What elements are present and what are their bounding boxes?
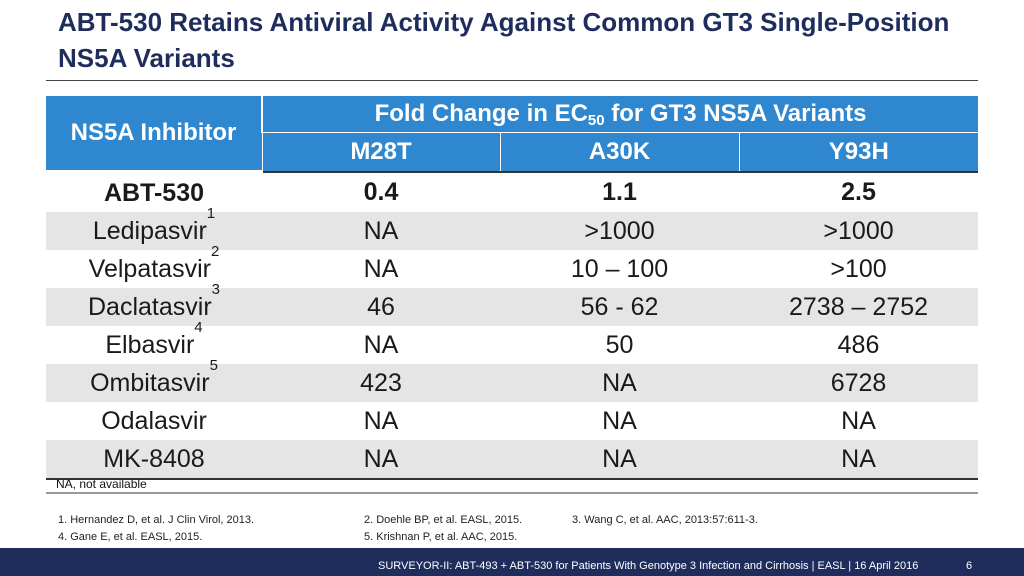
inhibitor-name: Odalasvir — [101, 406, 207, 435]
reference-4: 4. Gane E, et al. EASL, 2015. — [58, 531, 203, 543]
table-row: Odalasvir NA NA NA — [46, 402, 978, 440]
cell-a30k: 1.1 — [602, 178, 637, 206]
footer-text: SURVEYOR-II: ABT-493 + ABT-530 for Patie… — [378, 560, 919, 572]
fold-change-group-header: Fold Change in EC50 for GT3 NS5A Variant… — [260, 96, 979, 133]
variants-table: NS5A Inhibitor Fold Change in EC50 for G… — [46, 96, 979, 480]
cell-y93h: >1000 — [739, 212, 979, 250]
cell-y93h: 2738 – 2752 — [739, 288, 979, 326]
cell-y93h: 2.5 — [841, 178, 876, 206]
inhibitor-name: Ombitasvir5 — [46, 358, 262, 402]
cell-a30k: 10 – 100 — [570, 254, 669, 283]
inhibitor-column-header: NS5A Inhibitor — [46, 96, 262, 174]
footnote-divider — [46, 492, 978, 494]
cell-m28t: NA — [262, 440, 500, 480]
inhibitor-name: Ledipasvir1 — [46, 206, 262, 250]
table-row: Ledipasvir1 NA >1000 >1000 — [46, 206, 979, 250]
inhibitor-name: Daclatasvir3 — [46, 282, 262, 326]
cell-a30k: NA — [602, 406, 637, 435]
fold-change-header-prefix: Fold Change in EC — [374, 100, 588, 127]
cell-m28t: NA — [363, 406, 399, 435]
na-footnote: NA, not available — [56, 477, 147, 491]
cell-y93h: >100 — [830, 254, 887, 283]
column-header-y93h: Y93H — [738, 132, 979, 173]
cell-m28t: 423 — [262, 364, 500, 402]
table-row: Daclatasvir3 46 56 - 62 2738 – 2752 — [46, 282, 979, 326]
cell-m28t: NA — [363, 254, 399, 283]
cell-y93h: 6728 — [739, 364, 979, 402]
cell-a30k: NA — [500, 364, 739, 402]
reference-5: 5. Krishnan P, et al. AAC, 2015. — [364, 531, 518, 543]
inhibitor-name: MK-8408 — [46, 440, 262, 480]
slide-title: ABT-530 Retains Antiviral Activity Again… — [58, 7, 950, 73]
table-row: ABT-530 0.4 1.1 2.5 — [46, 172, 978, 212]
cell-m28t: 0.4 — [363, 178, 399, 206]
fold-change-header-suffix: for GT3 NS5A Variants — [604, 100, 867, 127]
footer-bar — [0, 548, 1024, 576]
table-row: Elbasvir4 NA 50 486 — [46, 318, 978, 364]
table-row: MK-8408 NA NA NA — [46, 440, 979, 480]
inhibitor-name: Velpatasvir2 — [88, 242, 220, 283]
title-divider — [46, 80, 978, 81]
reference-2: 2. Doehle BP, et al. EASL, 2015. — [364, 514, 523, 526]
table-row: Velpatasvir2 NA 10 – 100 >100 — [46, 242, 978, 288]
reference-3: 3. Wang C, et al. AAC, 2013:57:611-3. — [572, 514, 758, 526]
inhibitor-name: Elbasvir4 — [105, 318, 203, 359]
cell-y93h: 486 — [837, 330, 880, 359]
column-header-a30k: A30K — [499, 132, 739, 173]
cell-a30k: >1000 — [500, 212, 739, 250]
cell-m28t: NA — [363, 330, 399, 359]
ec50-subscript: 50 — [587, 112, 605, 129]
cell-a30k: 50 — [605, 330, 634, 359]
column-header-m28t: M28T — [261, 132, 500, 173]
cell-y93h: NA — [739, 440, 979, 480]
table-row: Ombitasvir5 423 NA 6728 — [46, 358, 979, 402]
cell-a30k: 56 - 62 — [500, 288, 739, 326]
cell-m28t: NA — [262, 212, 500, 250]
reference-1: 1. Hernandez D, et al. J Clin Virol, 201… — [58, 514, 255, 526]
cell-m28t: 46 — [262, 288, 500, 326]
inhibitor-name: ABT-530 — [103, 178, 205, 207]
page-number: 6 — [966, 560, 973, 572]
cell-a30k: NA — [500, 440, 739, 480]
cell-y93h: NA — [841, 406, 876, 435]
